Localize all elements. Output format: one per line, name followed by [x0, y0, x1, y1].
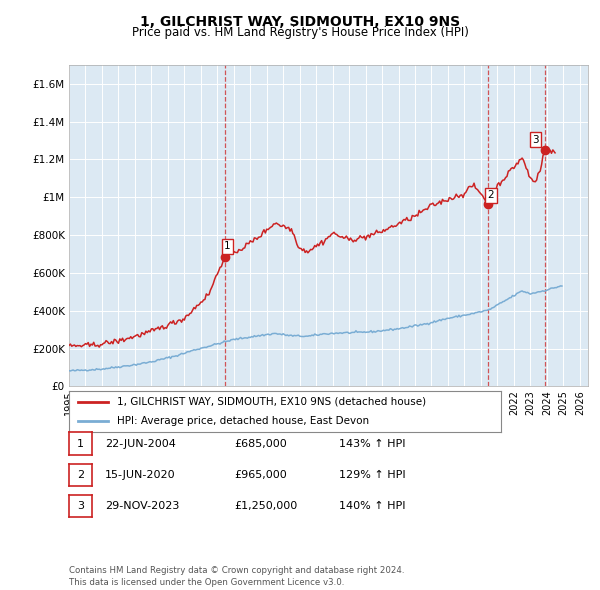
Text: 143% ↑ HPI: 143% ↑ HPI — [339, 439, 406, 448]
Text: £965,000: £965,000 — [234, 470, 287, 480]
Text: HPI: Average price, detached house, East Devon: HPI: Average price, detached house, East… — [116, 416, 368, 426]
Text: £685,000: £685,000 — [234, 439, 287, 448]
Text: 29-NOV-2023: 29-NOV-2023 — [105, 502, 179, 511]
Text: 1, GILCHRIST WAY, SIDMOUTH, EX10 9NS: 1, GILCHRIST WAY, SIDMOUTH, EX10 9NS — [140, 15, 460, 29]
Text: 3: 3 — [77, 502, 84, 511]
Text: £1,250,000: £1,250,000 — [234, 502, 297, 511]
Text: 1, GILCHRIST WAY, SIDMOUTH, EX10 9NS (detached house): 1, GILCHRIST WAY, SIDMOUTH, EX10 9NS (de… — [116, 396, 425, 407]
Text: Contains HM Land Registry data © Crown copyright and database right 2024.
This d: Contains HM Land Registry data © Crown c… — [69, 566, 404, 587]
Text: 2: 2 — [488, 191, 494, 201]
Text: 22-JUN-2004: 22-JUN-2004 — [105, 439, 176, 448]
Text: 129% ↑ HPI: 129% ↑ HPI — [339, 470, 406, 480]
Text: Price paid vs. HM Land Registry's House Price Index (HPI): Price paid vs. HM Land Registry's House … — [131, 26, 469, 39]
Text: 15-JUN-2020: 15-JUN-2020 — [105, 470, 176, 480]
Text: 1: 1 — [224, 241, 231, 251]
Text: 2: 2 — [77, 470, 84, 480]
Text: 3: 3 — [532, 135, 539, 145]
Text: 140% ↑ HPI: 140% ↑ HPI — [339, 502, 406, 511]
Text: 1: 1 — [77, 439, 84, 448]
